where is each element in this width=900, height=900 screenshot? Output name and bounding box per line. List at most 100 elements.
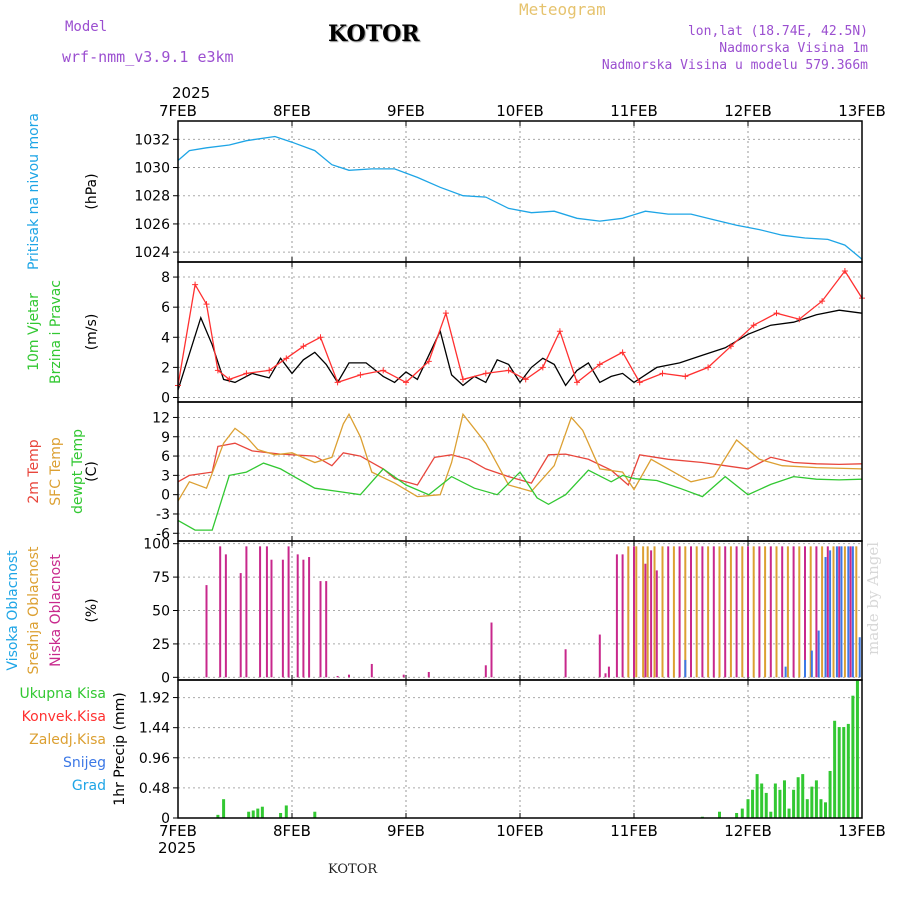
bar-niska-oblacnost: [701, 546, 704, 678]
bar-srednja-oblacnost: [775, 546, 778, 678]
legend-label: Snijeg: [63, 755, 106, 771]
x-tick-label-top: 10FEB: [496, 102, 543, 120]
gust-marker: [317, 334, 324, 341]
gust-marker: [505, 367, 512, 374]
bar-srednja-oblacnost: [798, 546, 801, 678]
y-tick-label: 1032: [134, 132, 170, 148]
bar-niska-oblacnost: [838, 546, 841, 678]
model-label: Model: [65, 19, 108, 35]
bar-ukupna-kisa: [216, 814, 220, 818]
bar-ukupna-kisa: [824, 802, 828, 818]
y-tick-label: 0: [161, 390, 170, 406]
bar-niska-oblacnost: [826, 546, 829, 678]
y-tick-label: 12: [152, 410, 170, 426]
bar-visoka-oblacnost: [684, 659, 687, 678]
bar-visoka-oblacnost: [784, 666, 787, 678]
bar-ukupna-kisa: [796, 777, 800, 818]
y-tick-label: 0: [161, 488, 170, 504]
gust-marker: [619, 349, 626, 356]
panel-temperature: -6 -3 0 3 6 9 12 2m Temp SFC Temp dewpt Temp(C): [26, 401, 863, 542]
gust-marker: [482, 370, 489, 377]
y-tick-label: 1.44: [139, 721, 170, 737]
bar-niska-oblacnost: [804, 546, 806, 678]
axis-label: Srednja Oblacnost: [26, 546, 42, 674]
unit-label: (%): [84, 598, 100, 622]
bar-ukupna-kisa: [718, 811, 721, 818]
gust-marker: [460, 376, 466, 383]
panel-precip: 0 0.48 0.96 1.44 1.92 Ukupna Kisa Konvek.Kisa Z…: [19, 679, 863, 827]
y-tick-label: 0.48: [139, 781, 170, 797]
gust-marker: [380, 367, 387, 374]
bar-srednja-oblacnost: [855, 546, 858, 678]
axis-label: 10m Vjetar: [26, 293, 42, 371]
series-dewpt-temp: [177, 462, 863, 531]
legend-label: Konvek.Kisa: [22, 709, 106, 725]
y-tick-label: 0: [161, 811, 170, 827]
gust-marker: [226, 376, 233, 383]
y-tick-label: 4: [161, 330, 170, 346]
axis-label: Pritisak na nivou mora: [26, 113, 42, 270]
y-tick-label: 6: [161, 449, 170, 465]
bar-visoka-oblacnost: [810, 650, 813, 678]
bar-niska-oblacnost: [604, 673, 607, 678]
panel-pressure: 1024 1026 1028 1030 1032 Pritisak na nivou mo…: [26, 113, 863, 270]
bar-niska-oblacnost: [747, 546, 749, 678]
unit-label: (C): [84, 461, 100, 482]
bar-srednja-oblacnost: [646, 546, 649, 678]
x-tick-label-top: 9FEB: [387, 102, 425, 120]
gust-marker: [574, 379, 580, 386]
bar-niska-oblacnost: [607, 666, 610, 678]
bar-ukupna-kisa: [251, 810, 255, 818]
bar-visoka-oblacnost: [835, 546, 838, 678]
bar-niska-oblacnost: [239, 573, 242, 678]
bar-niska-oblacnost: [348, 674, 350, 678]
bar-ukupna-kisa: [814, 780, 818, 818]
gust-marker: [522, 376, 529, 383]
bar-ukupna-kisa: [746, 799, 750, 818]
bar-srednja-oblacnost: [627, 546, 630, 678]
gust-marker: [750, 322, 757, 329]
gust-marker: [203, 301, 210, 308]
bar-niska-oblacnost: [650, 550, 653, 678]
bar-niska-oblacnost: [259, 546, 262, 678]
bar-niska-oblacnost: [598, 634, 601, 678]
series-sfc-temp: [177, 412, 863, 502]
axis-label: dewpt Temp: [70, 429, 86, 514]
bar-visoka-oblacnost: [829, 550, 832, 678]
gust-marker: [243, 370, 250, 377]
gust-marker: [705, 364, 712, 371]
y-tick-label: 0.96: [139, 751, 170, 767]
bar-ukupna-kisa: [846, 723, 850, 818]
gust-marker: [192, 281, 199, 288]
y-tick-label: 0: [161, 670, 170, 686]
gust-marker: [636, 379, 643, 386]
y-tick-label: 25: [152, 637, 170, 653]
bar-srednja-oblacnost: [729, 546, 732, 678]
legend-label: Grad: [72, 778, 106, 794]
bar-srednja-oblacnost: [684, 546, 687, 678]
y-tick-label: 1026: [134, 217, 170, 233]
bar-niska-oblacnost: [758, 546, 761, 678]
bar-srednja-oblacnost: [661, 546, 664, 678]
gust-marker: [659, 370, 666, 377]
x-tick-label-bottom: 13FEB: [838, 822, 885, 840]
bar-ukupna-kisa: [260, 806, 264, 818]
bar-srednja-oblacnost: [741, 546, 744, 678]
bar-niska-oblacnost: [769, 546, 772, 678]
x-tick-label-top: 11FEB: [610, 102, 657, 120]
bar-ukupna-kisa: [769, 811, 773, 818]
bar-ukupna-kisa: [256, 808, 260, 818]
series-wind-speed: [177, 309, 863, 391]
y-tick-label: 1.92: [139, 691, 170, 707]
panel-wind: 0 2 4 6 8 10m Vjetar Brzina i Pravac (m/s): [26, 261, 865, 406]
x-tick-label-top: 12FEB: [724, 102, 771, 120]
bar-ukupna-kisa: [787, 808, 791, 818]
bar-niska-oblacnost: [219, 546, 222, 678]
bar-ukupna-kisa: [279, 812, 283, 818]
bar-ukupna-kisa: [833, 720, 837, 818]
bar-ukupna-kisa: [778, 789, 782, 818]
bar-ukupna-kisa: [247, 811, 251, 818]
bar-niska-oblacnost: [224, 554, 227, 678]
model-name: wrf-nmm_v3.9.1 e3km: [62, 48, 234, 66]
year-bottom: 2025: [158, 839, 197, 857]
